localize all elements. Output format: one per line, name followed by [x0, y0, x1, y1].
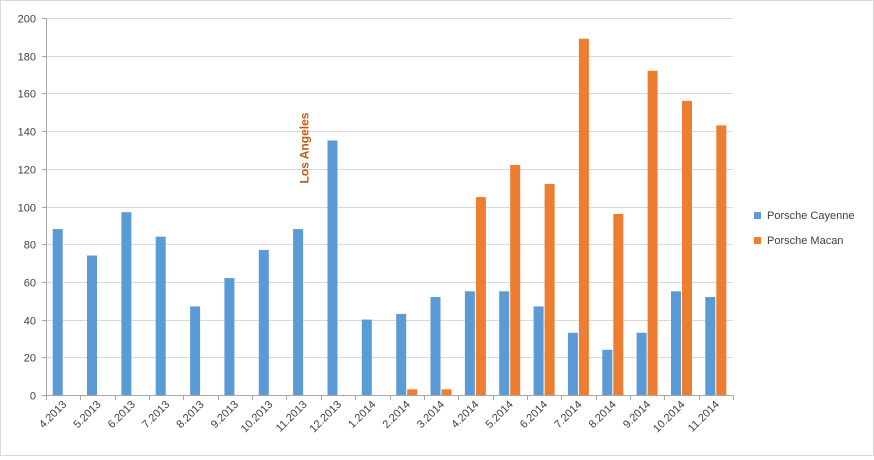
x-tick-label: 12.2013	[307, 399, 344, 436]
x-tick-label: 5.2013	[71, 399, 103, 431]
y-tick-label: 0	[30, 391, 36, 403]
bar-cayenne	[499, 291, 510, 395]
bar-macan	[578, 38, 589, 395]
bar-macan	[407, 389, 418, 395]
legend-swatch	[754, 237, 761, 244]
x-tick-label: 8.2013	[174, 399, 206, 431]
bar-cayenne	[87, 255, 97, 395]
y-tick-label: 200	[18, 14, 36, 26]
bar-cayenne	[293, 229, 304, 395]
bar-cayenne	[636, 332, 647, 395]
bar-cayenne	[190, 306, 201, 395]
bar-cayenne	[705, 297, 716, 395]
bar-cayenne	[430, 297, 441, 395]
bar-macan	[475, 197, 486, 395]
bar-cayenne	[567, 332, 578, 395]
annotations: Los Angeles	[298, 112, 312, 183]
bar-macan	[441, 389, 452, 395]
bar-macan	[544, 183, 555, 395]
x-tick-label: 11.2013	[274, 399, 310, 435]
x-tick-label: 9.2014	[621, 399, 653, 431]
legend-label: Porsche Macan	[767, 235, 843, 247]
y-tick-label: 120	[18, 165, 36, 177]
legend-swatch	[754, 212, 761, 219]
x-tick-label: 10.2013	[239, 399, 276, 436]
y-tick-label: 20	[24, 353, 36, 365]
x-tick-label: 1.2014	[346, 399, 378, 431]
bar-cayenne	[602, 349, 613, 395]
y-tick-label: 80	[24, 240, 36, 252]
y-tick-label: 160	[18, 89, 36, 101]
x-tick-label: 8.2014	[587, 399, 619, 431]
bar-cayenne	[258, 249, 269, 395]
x-tick-label: 7.2013	[140, 399, 172, 431]
x-tick-label: 6.2014	[518, 399, 550, 431]
bar-cayenne	[155, 236, 166, 395]
legend-label: Porsche Cayenne	[767, 210, 854, 222]
x-tick-label: 3.2014	[415, 399, 447, 431]
y-tick-label: 180	[18, 52, 36, 64]
gridlines	[46, 18, 733, 358]
x-tick-label: 4.2014	[449, 399, 481, 431]
legend: Porsche Cayenne Porsche Macan	[754, 210, 854, 247]
bar-cayenne	[464, 291, 475, 395]
x-tick-label: 7.2014	[552, 399, 584, 431]
x-tick-label: 5.2014	[484, 399, 516, 431]
bar-cayenne	[224, 278, 235, 395]
bar-cayenne	[361, 319, 372, 395]
y-tick-labels: 0 20 40 60 80 100 120 140 160 180 200	[18, 14, 36, 403]
y-tick-label: 140	[18, 127, 36, 139]
x-tick-label: 10.2014	[651, 399, 688, 436]
bar-macan	[613, 214, 624, 395]
bar-macan	[716, 125, 727, 396]
bars	[52, 38, 727, 396]
y-tick-label: 40	[24, 316, 36, 328]
axes	[42, 18, 734, 400]
bar-cayenne	[671, 291, 681, 395]
y-tick-label: 100	[18, 203, 36, 215]
bar-cayenne	[533, 306, 544, 395]
x-tick-label: 4.2013	[37, 399, 69, 431]
bar-macan	[510, 165, 521, 395]
bar-cayenne	[396, 313, 407, 395]
x-tick-label: 9.2013	[209, 399, 241, 431]
bar-cayenne	[121, 212, 132, 395]
bar-cayenne	[327, 140, 338, 395]
x-tick-labels: 4.2013 5.2013 6.2013 7.2013 8.2013 9.201310.2…	[37, 399, 722, 436]
bar-cayenne	[52, 229, 63, 395]
x-tick-label: 2.2014	[381, 399, 413, 431]
annotation-label: Los Angeles	[298, 112, 312, 183]
x-tick-label: 11.2014	[686, 399, 722, 435]
bar-macan	[682, 100, 692, 396]
bar-macan	[647, 70, 658, 396]
x-tick-label: 6.2013	[106, 399, 138, 431]
y-tick-label: 60	[24, 278, 36, 290]
